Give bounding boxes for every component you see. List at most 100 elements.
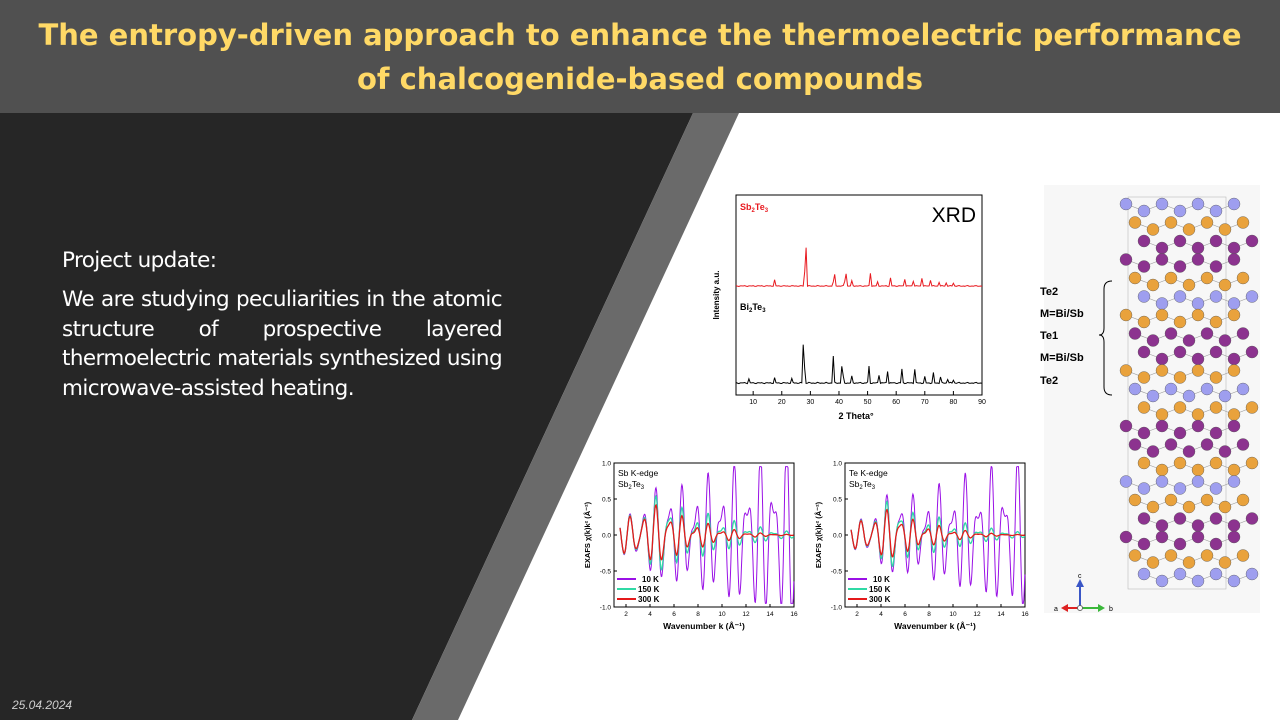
atom-m: [1227, 364, 1241, 377]
atom-m: [1200, 271, 1214, 285]
atom-te1: [1191, 297, 1205, 310]
atom-m: [1182, 223, 1196, 236]
exafs-te-legend-300k: 300 K: [869, 595, 891, 604]
atom-m: [1137, 401, 1151, 414]
atom-m: [1236, 271, 1250, 285]
x-tick-label: 4: [648, 611, 652, 618]
exafs-te-legend-150k: 150 K: [869, 585, 891, 594]
atom-te1: [1209, 290, 1223, 303]
layer-labels: Te2 M=Bi/Sb Te1 M=Bi/Sb Te2: [1040, 286, 1084, 387]
x-tick-label: 6: [672, 611, 676, 618]
atom-te2: [1191, 253, 1205, 266]
xrd-xtick-label: 20: [778, 399, 786, 406]
xrd-sb-sub: 2: [752, 208, 756, 214]
atom-te1: [1173, 567, 1187, 581]
atom-m: [1119, 364, 1133, 377]
atom-m: [1155, 408, 1169, 421]
atom-te2: [1227, 241, 1241, 255]
xrd-xtick-label: 30: [806, 399, 814, 406]
atom-te2: [1119, 530, 1133, 544]
atom-m: [1200, 216, 1214, 229]
x-tick-label: 2: [624, 611, 628, 618]
xrd-figure: XRD Sb2Te3 Bi2Te3 10 20 30 40 50 60 70 80 90 Int…: [712, 194, 986, 421]
xrd-frame: [735, 194, 983, 396]
atom-te2: [1137, 426, 1151, 440]
atom-m: [1191, 408, 1205, 421]
atom-m: [1218, 500, 1232, 514]
exafs-sb-legend-150k: 150 K: [638, 585, 660, 594]
atom-m: [1191, 463, 1205, 477]
axis-label-b: b: [1109, 606, 1113, 613]
x-tick-label: 8: [927, 611, 931, 618]
atom-te2: [1218, 445, 1232, 458]
atom-te2: [1209, 345, 1223, 359]
atom-te2: [1227, 352, 1241, 366]
atom-m: [1155, 308, 1169, 322]
exafs-te-x-ticks: 2 4 6 8 10 12 14 16: [855, 604, 1029, 618]
atom-te2: [1155, 519, 1169, 532]
xrd-xtick-label: 10: [749, 399, 757, 406]
exafs-te-y-ticks: 1.0 0.5 0.0 -0.5 -1.0: [831, 461, 848, 612]
xrd-sb-sub3: 3: [765, 208, 769, 214]
atom-m: [1236, 549, 1250, 562]
exafs-te-edge: Te K-edge: [849, 468, 888, 478]
exafs-sb-curves: [619, 466, 795, 604]
atom-te2: [1182, 334, 1196, 347]
atom-te2: [1209, 537, 1223, 551]
atom-te1: [1191, 197, 1205, 211]
exafs-sb-xlabel: Wavenumber k (Å⁻¹): [663, 621, 745, 631]
atom-m: [1218, 556, 1232, 569]
atom-m: [1200, 493, 1214, 507]
atom-te1: [1137, 204, 1151, 218]
x-tick-label: 12: [973, 611, 981, 618]
atom-te2: [1191, 352, 1205, 366]
atom-te2: [1191, 419, 1205, 433]
atom-te1: [1155, 475, 1169, 488]
y-tick-label: -1.0: [831, 605, 843, 612]
atom-te2: [1200, 327, 1214, 340]
atom-te2: [1227, 253, 1241, 266]
x-tick-label: 6: [903, 611, 907, 618]
exafs-sb-comp-sub: 2: [628, 485, 632, 491]
atom-te1: [1245, 567, 1259, 581]
atom-te1: [1218, 389, 1232, 403]
atom-m: [1146, 556, 1160, 569]
axis-triad: c a b: [1054, 573, 1113, 613]
x-tick-label: 10: [718, 611, 726, 618]
atom-te2: [1173, 345, 1187, 359]
atom-te2: [1155, 253, 1169, 266]
xrd-bi2te3-pattern: [735, 344, 983, 385]
atom-m: [1164, 549, 1178, 562]
slide-date: 25.04.2024: [12, 698, 73, 712]
layer-bracket: [1098, 280, 1113, 396]
exafs-te-legend-10k: 10 K: [873, 575, 890, 584]
atom-te2: [1155, 352, 1169, 366]
atom-m: [1227, 463, 1241, 477]
atom-te1: [1164, 382, 1178, 396]
atom-te1: [1209, 204, 1223, 218]
atom-m: [1173, 371, 1187, 384]
atom-m: [1245, 401, 1259, 414]
atom-te2: [1182, 445, 1196, 458]
atom-te2: [1137, 537, 1151, 551]
atom-m: [1218, 278, 1232, 292]
x-tick-label: 16: [790, 611, 798, 618]
atom-m: [1209, 315, 1223, 329]
atom-m: [1164, 271, 1178, 285]
gray-diagonal-stripe: [412, 113, 739, 720]
atom-te2: [1173, 260, 1187, 273]
atom-te2: [1173, 426, 1187, 440]
exafs-sb-compound: Sb2Te3: [618, 479, 645, 491]
x-tick-label: 12: [742, 611, 750, 618]
atom-te1: [1227, 475, 1241, 488]
atom-m: [1227, 408, 1241, 421]
label-te2-bottom: Te2: [1040, 375, 1058, 387]
atom-m: [1137, 315, 1151, 329]
exafs-te-legend: 10 K 150 K 300 K: [848, 575, 891, 604]
atom-te2: [1173, 234, 1187, 248]
atom-te2: [1128, 438, 1142, 451]
axis-label-a: a: [1054, 606, 1058, 613]
atom-te2: [1128, 327, 1142, 340]
atom-m: [1218, 223, 1232, 236]
atom-te2: [1191, 241, 1205, 255]
